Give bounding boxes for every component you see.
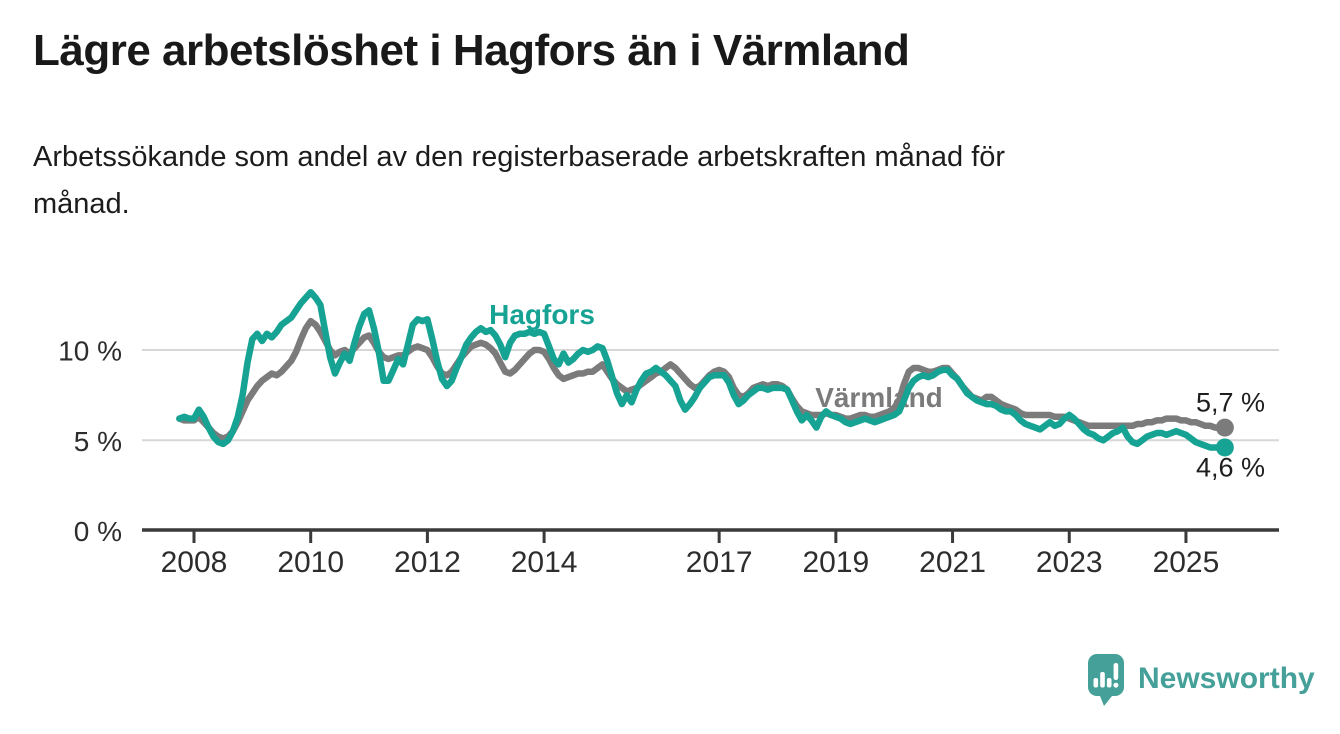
x-axis-label-2025: 2025	[1153, 546, 1220, 579]
logo-exclamation-bar	[1113, 663, 1119, 680]
newsworthy-logo: Newsworthy	[1086, 654, 1315, 706]
x-axis-label-2012: 2012	[394, 546, 461, 579]
x-axis-label-2017: 2017	[686, 546, 753, 579]
series-label-hagfors: Hagfors	[489, 299, 595, 330]
x-axis-label-2021: 2021	[919, 546, 986, 579]
y-axis-label-0: 0 %	[74, 516, 122, 547]
newsworthy-logo-icon	[1088, 654, 1124, 706]
logo-exclamation-dot	[1113, 682, 1119, 688]
series-line-hagfors	[176, 288, 1229, 451]
newsworthy-brand-text: Newsworthy	[1138, 662, 1315, 695]
logo-bar-3	[1106, 678, 1112, 688]
chart-subtitle-line1: Arbetssökande som andel av den registerb…	[33, 141, 1006, 173]
page-title: Lägre arbetslöshet i Hagfors än i Värmla…	[33, 26, 910, 75]
line-chart-svg: 0 % 5 % 10 % 2008 2010 2012 2014 2017 2019 2021 20…	[58, 288, 1279, 579]
x-axis-label-2019: 2019	[802, 546, 869, 579]
series-end-dot-varmland	[1215, 418, 1234, 437]
x-axis-label-2023: 2023	[1036, 546, 1103, 579]
x-axis-label-2010: 2010	[277, 546, 344, 579]
series-label-varmland: Värmland	[815, 382, 943, 413]
chart-subtitle: Arbetssökande som andel av den registerb…	[33, 134, 1005, 228]
series-line-varmland	[176, 317, 1229, 442]
logo-bar-2	[1100, 672, 1105, 688]
series-end-dot-hagfors	[1215, 438, 1234, 457]
logo-bar-1	[1093, 678, 1099, 688]
end-value-label-hagfors: 4,6 %	[1196, 452, 1265, 482]
end-value-label-varmland: 5,7 %	[1196, 388, 1265, 418]
x-axis-label-2014: 2014	[511, 546, 578, 579]
y-axis-label-10: 10 %	[58, 336, 122, 367]
x-axis-label-2008: 2008	[161, 546, 228, 579]
chart-subtitle-line2: månad.	[33, 188, 130, 220]
unemployment-line-chart: 0 % 5 % 10 % 2008 2010 2012 2014 2017 2019 2021 20…	[0, 260, 1340, 600]
y-axis-label-5: 5 %	[74, 426, 122, 457]
